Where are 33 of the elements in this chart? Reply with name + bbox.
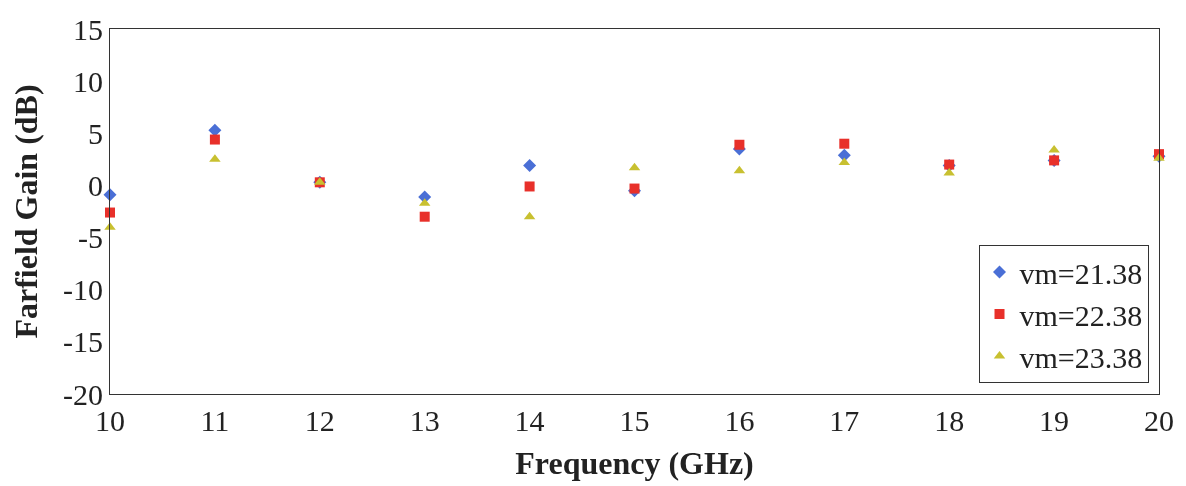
x-tick-label: 12: [304, 404, 335, 437]
y-tick-label: -20: [63, 377, 103, 411]
y-tick-label: -15: [63, 325, 103, 359]
y-axis-title: Farfield Gain (dB): [8, 84, 45, 339]
legend-label: vm=23.38: [1019, 340, 1143, 374]
point: [209, 134, 220, 145]
y-tick-label: 5: [88, 116, 103, 150]
y-tick-label: -10: [63, 273, 103, 307]
x-tick-label: 17: [829, 404, 860, 437]
point: [734, 139, 745, 150]
x-tick-label: 18: [934, 404, 965, 437]
x-tick-label: 20: [1144, 404, 1174, 437]
point: [105, 207, 115, 218]
point: [523, 159, 537, 173]
point: [837, 148, 851, 162]
y-tick-label: -5: [78, 221, 103, 255]
point: [839, 138, 850, 149]
y-tick-label: 10: [73, 64, 103, 98]
point: [419, 211, 430, 222]
point: [524, 181, 535, 192]
y-tick-label: 15: [73, 12, 103, 46]
x-axis-title: Frequency (GHz): [515, 444, 754, 481]
legend-label: vm=22.38: [1019, 298, 1143, 332]
x-tick-label: 11: [200, 404, 230, 437]
x-tick-label: 15: [619, 404, 650, 437]
y-tick-label: 0: [88, 168, 103, 202]
x-tick-label: 19: [1039, 404, 1070, 437]
x-tick-label: 14: [514, 404, 545, 437]
point: [629, 183, 640, 194]
x-tick-label: 16: [724, 404, 755, 437]
x-tick-label: 13: [409, 404, 440, 437]
point: [208, 123, 222, 137]
legend-label: vm=21.38: [1019, 256, 1143, 290]
